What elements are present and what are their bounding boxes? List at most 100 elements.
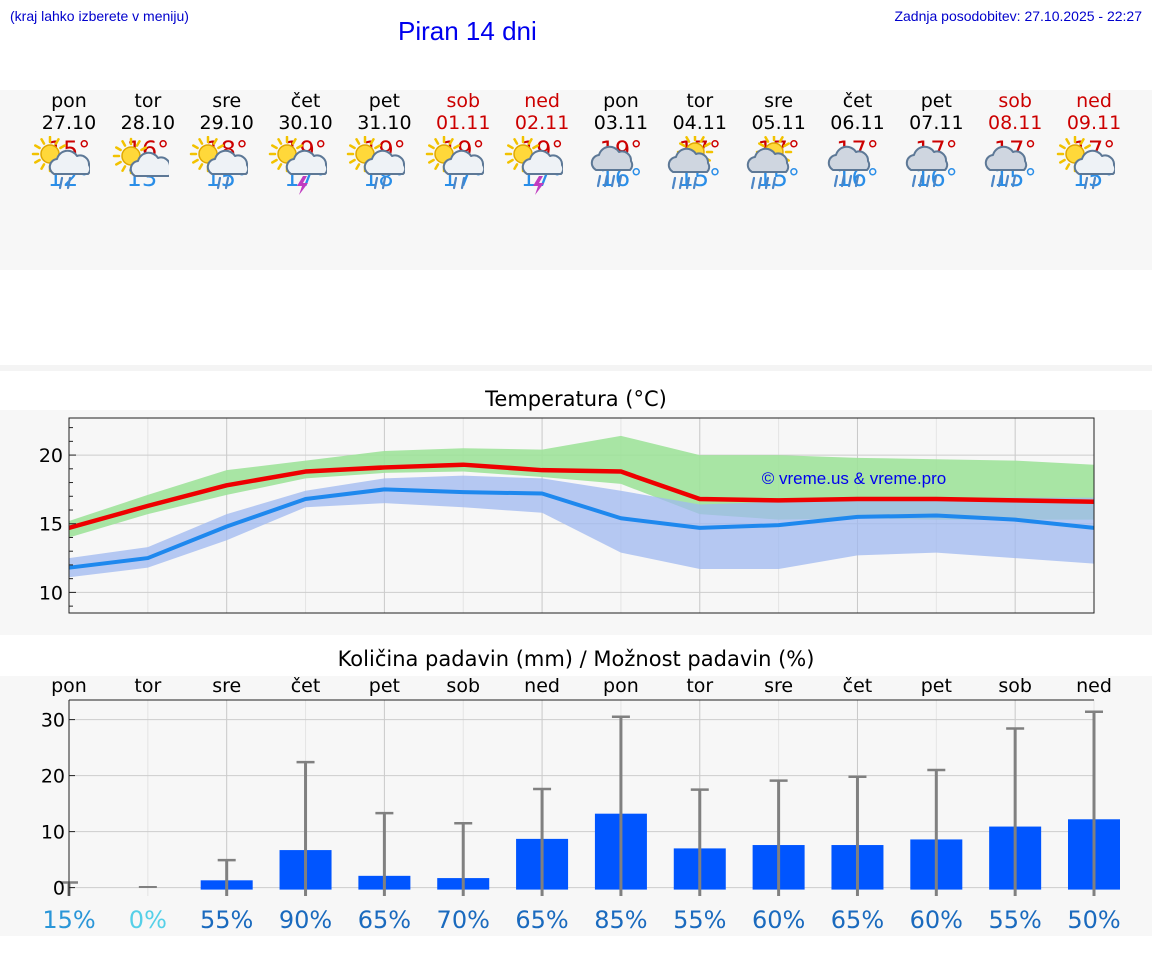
max-temperature-line <box>68 462 1095 531</box>
day-date: 28.10 <box>120 112 176 134</box>
precipitation-chance: 15% <box>42 906 95 934</box>
precipitation-chance: 60% <box>752 906 805 934</box>
day-date: 30.10 <box>278 112 333 134</box>
day-column: sob 08.11 17° 15° <box>976 90 1054 192</box>
y-tick-label: 10 <box>41 822 65 844</box>
precipitation-chance: 90% <box>279 906 332 934</box>
day-name: čet <box>842 90 873 112</box>
category-label: sre <box>212 675 241 697</box>
sun-cloud-heavy-rain-icon <box>746 136 792 190</box>
day-name: tor <box>134 90 162 112</box>
precipitation-chance: 85% <box>594 906 647 934</box>
precipitation-chance: 60% <box>910 906 963 934</box>
category-label: sob <box>998 675 1032 697</box>
temperature-chart: 10 15 20 © vreme.us & vreme.pro <box>39 417 1095 614</box>
day-name: pet <box>920 90 952 112</box>
watermark: © vreme.us & vreme.pro <box>762 469 946 488</box>
category-label: pet <box>921 675 952 697</box>
category-label: tor <box>686 675 713 697</box>
sun-cloud-heavy-rain-icon <box>667 136 714 190</box>
day-column: pet 07.11 17° 16° <box>897 90 975 192</box>
sun-cloud-rain-icon <box>426 136 485 190</box>
category-label: tor <box>134 675 161 697</box>
day-name: ned <box>1076 90 1112 112</box>
category-label: čet <box>291 675 321 697</box>
category-label: pon <box>51 675 87 697</box>
day-date: 05.11 <box>751 112 806 134</box>
precipitation-chance: 65% <box>515 906 568 934</box>
y-tick-label: 20 <box>41 766 65 788</box>
precipitation-chance: 65% <box>831 906 884 934</box>
cloud-heavy-rain-icon <box>985 145 1028 188</box>
y-tick-label: 10 <box>39 582 63 604</box>
category-label: sre <box>764 675 793 697</box>
day-date: 07.11 <box>909 112 964 134</box>
day-date: 06.11 <box>830 112 885 134</box>
day-name: sob <box>446 90 481 112</box>
precipitation-chance: 55% <box>673 906 726 934</box>
category-label: pet <box>369 675 400 697</box>
sun-cloud-thunder-icon <box>504 136 564 195</box>
day-date: 31.10 <box>357 112 412 134</box>
category-label: ned <box>524 675 560 697</box>
sun-cloud-rain-icon <box>31 136 90 190</box>
day-name: sob <box>998 90 1032 112</box>
day-name: ned <box>524 90 560 112</box>
sun-cloud-icon <box>112 137 169 177</box>
y-tick-label: 30 <box>41 710 65 732</box>
cloud-heavy-rain-icon <box>827 145 870 188</box>
day-date: 01.11 <box>436 112 491 134</box>
sun-cloud-rain-icon <box>1056 136 1116 190</box>
last-updated: Zadnja posodobitev: 27.10.2025 - 22:27 <box>894 8 1142 24</box>
precipitation-chance: 50% <box>1067 906 1120 934</box>
temperature-chart-title: Temperatura (°C) <box>485 387 667 411</box>
page-title: Piran 14 dni <box>398 16 537 46</box>
category-label: ned <box>1076 675 1112 697</box>
plot-frame <box>68 417 1095 614</box>
day-column: pon 03.11 19° 16° <box>582 90 660 192</box>
day-name: čet <box>290 90 321 112</box>
sun-cloud-rain-icon <box>189 136 248 190</box>
cloud-heavy-rain-icon <box>590 145 634 188</box>
precipitation-chance: 65% <box>358 906 411 934</box>
precipitation-chance: 55% <box>988 906 1041 934</box>
precipitation-chance: 55% <box>200 906 253 934</box>
day-date: 02.11 <box>514 112 570 134</box>
day-name: tor <box>686 90 714 112</box>
day-date: 09.11 <box>1066 112 1122 134</box>
sun-cloud-rain-icon <box>347 136 406 190</box>
divider <box>0 365 1152 371</box>
day-column: tor 28.10 16° 13° <box>109 90 187 192</box>
day-name: pon <box>603 90 639 112</box>
day-date: 03.11 <box>593 112 649 134</box>
day-date: 04.11 <box>672 112 727 134</box>
category-label: čet <box>843 675 873 697</box>
day-date: 29.10 <box>199 112 254 134</box>
precipitation-chance: 70% <box>437 906 490 934</box>
day-name: sre <box>212 90 242 112</box>
sun-cloud-thunder-icon <box>268 136 327 195</box>
day-name: pet <box>368 90 400 112</box>
day-column: čet 06.11 17° 16° <box>819 90 897 192</box>
category-label: sob <box>446 675 480 697</box>
precipitation-chart-title: Količina padavin (mm) / Možnost padavin … <box>337 647 815 671</box>
y-tick-label: 0 <box>53 878 65 900</box>
min-temperature-line <box>68 487 1095 570</box>
day-name: pon <box>51 90 87 112</box>
day-date: 27.10 <box>41 112 97 134</box>
y-tick-label: 20 <box>39 445 63 467</box>
location-menu-hint: (kraj lahko izberete v meniju) <box>10 8 189 24</box>
cloud-heavy-rain-icon <box>906 145 949 188</box>
precipitation-chart: pon tor sre čet pet sob ned pon tor sre čet pet sob n… <box>41 675 1121 934</box>
day-date: 08.11 <box>987 112 1043 134</box>
precipitation-chance: 0% <box>129 906 167 934</box>
